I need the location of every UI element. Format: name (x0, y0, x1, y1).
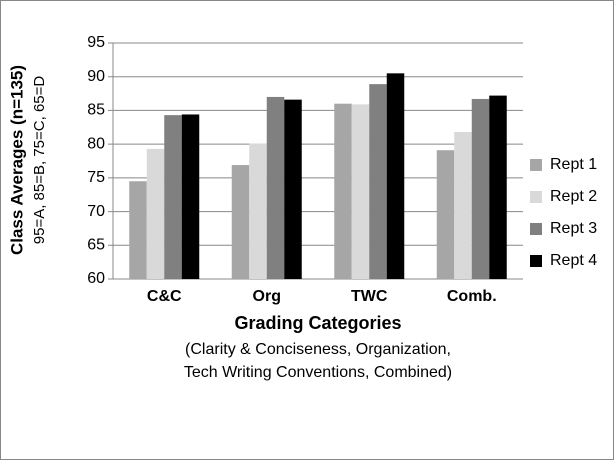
bar (471, 98, 490, 279)
bar (249, 143, 267, 279)
bar (369, 84, 387, 279)
bar (386, 73, 405, 279)
bar (334, 103, 352, 279)
legend-label: Rept 3 (550, 220, 597, 237)
x-tick-label: Comb. (447, 288, 497, 305)
bar (129, 181, 147, 279)
legend-label: Rept 2 (550, 188, 597, 205)
legend-swatch (530, 191, 542, 203)
y-tick-label: 75 (87, 169, 105, 186)
bar (146, 148, 165, 279)
y-tick-label: 85 (87, 102, 105, 119)
legend-swatch (530, 255, 542, 267)
bar (266, 96, 285, 279)
bar (436, 150, 455, 279)
y-tick-label: 90 (87, 68, 105, 85)
x-tick-label: C&C (147, 288, 182, 305)
legend-swatch (530, 159, 542, 171)
bar (231, 165, 250, 279)
bar (181, 114, 200, 279)
y-tick-label: 65 (87, 237, 105, 254)
x-tick-label: Org (253, 288, 281, 305)
bar (284, 99, 302, 279)
y-tick-label: 95 (87, 34, 105, 51)
legend-swatch (530, 223, 542, 235)
y-tick-label: 80 (87, 135, 105, 152)
bar (489, 95, 507, 279)
bar (454, 132, 472, 279)
y-tick-label: 70 (87, 203, 105, 220)
bar (351, 104, 370, 279)
x-axis-subtitle: Tech Writing Conventions, Combined) (184, 364, 452, 381)
legend-label: Rept 1 (550, 156, 597, 173)
y-tick-label: 60 (87, 270, 105, 287)
x-axis-title: Grading Categories (234, 313, 401, 333)
y-axis-subtitle: 95=A, 85=B, 75=C, 65=D (31, 76, 48, 245)
x-tick-label: TWC (351, 288, 388, 305)
x-axis-subtitle: (Clarity & Conciseness, Organization, (185, 341, 451, 358)
y-axis-title: Class Averages (n=135) (7, 65, 26, 255)
legend-label: Rept 4 (550, 252, 597, 269)
bar (164, 115, 182, 279)
